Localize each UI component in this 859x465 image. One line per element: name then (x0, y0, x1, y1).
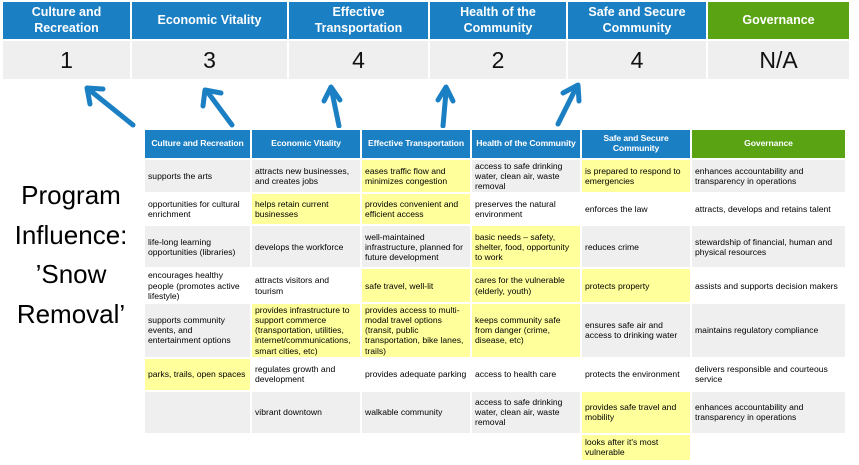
arrow-up-icon (200, 87, 235, 128)
matrix-cell: enforces the law (580, 192, 692, 227)
arrow-up-icon (84, 85, 136, 128)
matrix-cell: looks after it's most vulnerable (580, 432, 692, 462)
matrix-cell: keeps community safe from danger (crime,… (470, 301, 582, 359)
scorecard-header-governance: Governance (708, 2, 849, 39)
matrix-cell: cares for the vulnerable (elderly, youth… (470, 267, 582, 304)
matrix-cell: provides access to multi-modal travel op… (360, 301, 472, 359)
matrix-cell: enhances accountability and transparency… (690, 389, 847, 435)
score-economic-vitality: 3 (132, 41, 287, 79)
matrix-cell: well-maintained infrastructure, planned … (360, 224, 472, 270)
matrix-cell: delivers responsible and courteous servi… (690, 356, 847, 392)
score-effective-transportation: 4 (289, 41, 428, 79)
score-health-of-the-community: 2 (430, 41, 566, 79)
matrix-cell: is prepared to respond to emergencies (580, 157, 692, 195)
matrix-cell: regulates growth and development (250, 356, 362, 392)
matrix-row: life-long learning opportunities (librar… (143, 224, 847, 270)
matrix-cell: assists and supports decision makers (690, 267, 847, 304)
matrix-cell: access to safe drinking water, clean air… (470, 389, 582, 435)
scorecard-header-health-of-the-community: Health of the Community (430, 2, 566, 39)
arrow-up-icon (555, 82, 582, 127)
matrix-cell: safe travel, well-lit (360, 267, 472, 304)
score-governance: N/A (708, 41, 849, 79)
matrix-cell: preserves the natural environment (470, 192, 582, 227)
matrix-cell: provides safe travel and mobility (580, 389, 692, 435)
matrix-cell: helps retain current businesses (250, 192, 362, 227)
matrix-header-row: Culture and Recreation Economic Vitality… (143, 128, 847, 160)
influence-arrows (84, 82, 582, 129)
matrix-cell: ensures safe air and access to drinking … (580, 301, 692, 359)
matrix-cell: provides infrastructure to support comme… (250, 301, 362, 359)
matrix-row: encourages healthy people (promotes acti… (143, 267, 847, 304)
matrix-cell: parks, trails, open spaces (143, 356, 252, 392)
matrix-row: supports the arts attracts new businesses… (143, 157, 847, 195)
scorecard-header-culture-and-recreation: Culture and Recreation (3, 2, 130, 39)
matrix-cell: access to health care (470, 356, 582, 392)
matrix-cell: encourages healthy people (promotes acti… (143, 267, 252, 304)
matrix-cell: protects property (580, 267, 692, 304)
score-safe-and-secure-community: 4 (568, 41, 706, 79)
matrix-header-governance: Governance (690, 128, 847, 160)
matrix-cell: life-long learning opportunities (librar… (143, 224, 252, 270)
scorecard-header-economic-vitality: Economic Vitality (132, 2, 287, 39)
priorities-matrix: Culture and Recreation Economic Vitality… (143, 128, 847, 462)
scorecard: Culture and Recreation Economic Vitality… (3, 2, 849, 79)
program-influence-label: Program Influence: ’Snow Removal’ (14, 180, 128, 329)
matrix-cell: provides convenient and efficient access (360, 192, 472, 227)
scorecard-header-effective-transportation: Effective Transportation (289, 2, 428, 39)
scorecard-header-safe-and-secure-community: Safe and Secure Community (568, 2, 706, 39)
matrix-cell: walkable community (360, 389, 472, 435)
matrix-cell (360, 432, 472, 462)
matrix-cell (143, 389, 252, 435)
matrix-header-safe-and-secure-community: Safe and Secure Community (580, 128, 692, 160)
matrix-cell (690, 432, 847, 462)
matrix-cell: maintains regulatory compliance (690, 301, 847, 359)
matrix-row: supports community events, and entertain… (143, 301, 847, 359)
matrix-cell: protects the environment (580, 356, 692, 392)
matrix-header-economic-vitality: Economic Vitality (250, 128, 362, 160)
matrix-cell: eases traffic flow and minimizes congest… (360, 157, 472, 195)
matrix-cell: attracts visitors and tourism (250, 267, 362, 304)
matrix-cell: develops the workforce (250, 224, 362, 270)
scorecard-score-row: 1 3 4 2 4 N/A (3, 41, 849, 79)
matrix-header-health-of-the-community: Health of the Community (470, 128, 582, 160)
matrix-cell: provides adequate parking (360, 356, 472, 392)
matrix-cell: access to safe drinking water, clean air… (470, 157, 582, 195)
matrix-cell (250, 432, 362, 462)
matrix-cell: enhances accountability and transparency… (690, 157, 847, 195)
matrix-cell (470, 432, 582, 462)
matrix-header-effective-transportation: Effective Transportation (360, 128, 472, 160)
matrix-cell: reduces crime (580, 224, 692, 270)
matrix-row: parks, trails, open spaces regulates grow… (143, 356, 847, 392)
matrix-cell: opportunities for cultural enrichment (143, 192, 252, 227)
matrix-cell: vibrant downtown (250, 389, 362, 435)
matrix-row: vibrant downtown walkable community access… (143, 389, 847, 435)
matrix-header-culture-and-recreation: Culture and Recreation (143, 128, 252, 160)
matrix-cell: basic needs – safety, shelter, food, opp… (470, 224, 582, 270)
matrix-body: supports the arts attracts new businesses… (143, 157, 847, 462)
score-culture-and-recreation: 1 (3, 41, 130, 79)
matrix-row: looks after it's most vulnerable (143, 432, 847, 462)
matrix-cell (143, 432, 252, 462)
matrix-cell: supports community events, and entertain… (143, 301, 252, 359)
matrix-cell: attracts new businesses, and creates job… (250, 157, 362, 195)
arrow-up-icon (435, 84, 456, 129)
scorecard-header-row: Culture and Recreation Economic Vitality… (3, 2, 849, 39)
arrow-up-icon (321, 84, 343, 129)
matrix-cell: supports the arts (143, 157, 252, 195)
matrix-cell: stewardship of financial, human and phys… (690, 224, 847, 270)
matrix-row: opportunities for cultural enrichment hel… (143, 192, 847, 227)
matrix-cell: attracts, develops and retains talent (690, 192, 847, 227)
